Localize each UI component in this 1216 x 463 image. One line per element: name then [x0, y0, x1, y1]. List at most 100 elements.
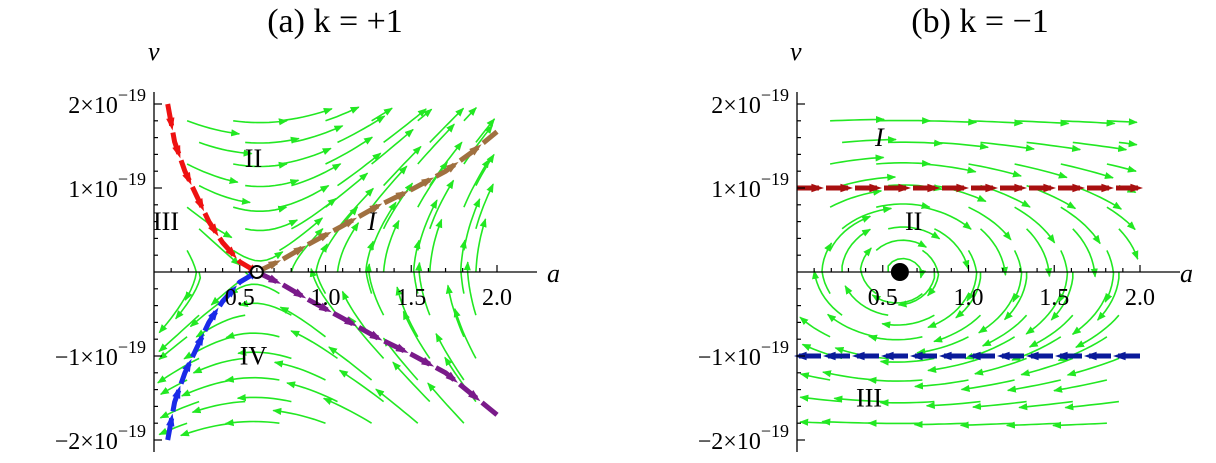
- streamline-arrow: [1050, 272, 1074, 321]
- streamline-arrow: [830, 115, 885, 124]
- streamline-arrow: [879, 357, 935, 366]
- streamline-arrow: [225, 331, 280, 339]
- streamline-arrow: [960, 379, 1015, 392]
- x-tick-label: 2.0: [1125, 285, 1155, 311]
- streamline-arrow: [417, 123, 455, 165]
- streamline-arrow: [799, 316, 831, 338]
- streamline-arrow: [922, 163, 977, 174]
- y-tick-label: −2×10−19: [698, 421, 789, 455]
- streamline-arrow: [927, 357, 981, 373]
- streamline-arrow: [868, 334, 923, 342]
- region-label: III: [856, 383, 882, 412]
- streamline-arrow: [934, 141, 989, 150]
- streamline-arrow: [826, 313, 877, 338]
- y-tick-label: 1×10−19: [68, 169, 146, 203]
- streamline-arrow: [1003, 272, 1028, 321]
- streamline-arrow: [191, 400, 246, 414]
- streamline-arrow: [175, 271, 202, 320]
- y-tick-mantissa: 2: [711, 93, 723, 119]
- x-tick-label: 1.0: [311, 285, 341, 311]
- panel-b-y-axis-label: v: [790, 37, 802, 66]
- separatrix-brown-arrowhead: [369, 203, 383, 214]
- y-tick-label: 2×10−19: [711, 85, 789, 119]
- streamline-arrow: [158, 336, 188, 361]
- streamline-arrow: [968, 206, 1012, 241]
- separatrix-darkred-arrowhead: [898, 183, 911, 193]
- streamline-arrow: [833, 395, 889, 403]
- streamline-arrow: [370, 201, 397, 251]
- y-tick-times: ×10: [723, 177, 761, 203]
- separatrix-purple-arrowhead: [293, 288, 307, 299]
- separatrix-darkred-arrowhead: [840, 183, 853, 193]
- streamline-arrow: [417, 161, 448, 208]
- separatrix-navy-arrowhead: [881, 351, 894, 361]
- streamline-arrow: [237, 348, 292, 360]
- region-label: I: [874, 123, 885, 152]
- y-tick-mantissa: −2: [55, 429, 81, 455]
- streamline-arrow: [1018, 400, 1073, 411]
- streamline-arrow: [463, 124, 494, 165]
- streamline-arrow: [821, 242, 833, 294]
- streamline-arrow: [1014, 119, 1070, 127]
- streamline-arrow: [841, 206, 893, 230]
- streamline-arrow: [463, 261, 477, 316]
- x-tick-label: 1.5: [1039, 285, 1069, 311]
- streamline-arrow: [309, 267, 339, 316]
- separatrix-navy-arrowhead: [1084, 351, 1097, 361]
- streamline-arrow: [1006, 379, 1061, 393]
- streamline-arrow: [974, 357, 1027, 376]
- streamline-arrow: [822, 370, 877, 381]
- panel-b-x-axis-label: a: [1180, 259, 1193, 288]
- streamline-arrow: [290, 228, 324, 273]
- streamline-arrow: [897, 272, 936, 308]
- streamline-arrow: [876, 201, 931, 209]
- y-tick-exponent: −19: [761, 421, 789, 441]
- separatrix-blue-arrowhead: [172, 385, 181, 399]
- separatrix-blue-arrowhead: [208, 307, 219, 321]
- separatrix-navy-arrowhead: [1113, 351, 1126, 361]
- streamline-arrow: [812, 269, 843, 316]
- x-tick-label: 1.5: [396, 285, 426, 311]
- panel-a-axes: 0.5 1.0 1.5 2.02×10−191×10−19−1×10−19−2×10−…: [55, 85, 537, 455]
- streamline-arrow: [245, 136, 300, 144]
- streamline-arrow: [463, 158, 490, 208]
- streamline-arrow: [375, 388, 419, 424]
- y-tick-mantissa: 1: [711, 177, 723, 203]
- separatrix-navy-arrowhead: [997, 351, 1010, 361]
- streamline-arrow: [1026, 141, 1082, 152]
- streamline-arrow: [1075, 314, 1120, 349]
- panel-a-x-axis-label: a: [547, 259, 560, 288]
- streamline-arrow: [955, 272, 982, 319]
- separatrix-darkred-arrowhead: [985, 183, 998, 193]
- streamline-arrow: [981, 314, 1028, 347]
- separatrix-purple-arrowhead: [421, 356, 435, 367]
- streamline-arrow: [382, 219, 400, 273]
- y-tick-times: ×10: [723, 93, 761, 119]
- streamline-arrow: [1025, 293, 1062, 335]
- streamline-arrow: [934, 228, 970, 270]
- y-tick-mantissa: 2: [68, 93, 80, 119]
- separatrix-brown-arrowhead: [293, 245, 307, 256]
- separatrix-brown-arrowhead: [395, 191, 409, 201]
- streamline-arrow: [158, 314, 200, 353]
- separatrix-blue-arrowhead: [182, 358, 192, 373]
- separatrix-blue-arrowhead: [166, 413, 175, 427]
- streamline-arrow: [286, 381, 338, 403]
- streamline-arrow: [180, 379, 234, 397]
- streamline-arrow: [888, 139, 944, 147]
- y-tick-times: ×10: [80, 345, 118, 371]
- streamline-arrow: [463, 107, 477, 122]
- streamline-arrow: [325, 172, 369, 208]
- streamline-arrow: [233, 161, 288, 169]
- streamline-arrow: [184, 250, 198, 301]
- x-tick-label: 2.0: [482, 285, 512, 311]
- streamline-arrow: [829, 154, 885, 165]
- streamline-arrow: [1028, 314, 1074, 348]
- y-tick-label: −1×10−19: [698, 337, 789, 371]
- streamline-arrow: [922, 118, 978, 126]
- streamline-arrow: [245, 219, 299, 232]
- separatrix-navy-arrowhead: [1055, 351, 1068, 361]
